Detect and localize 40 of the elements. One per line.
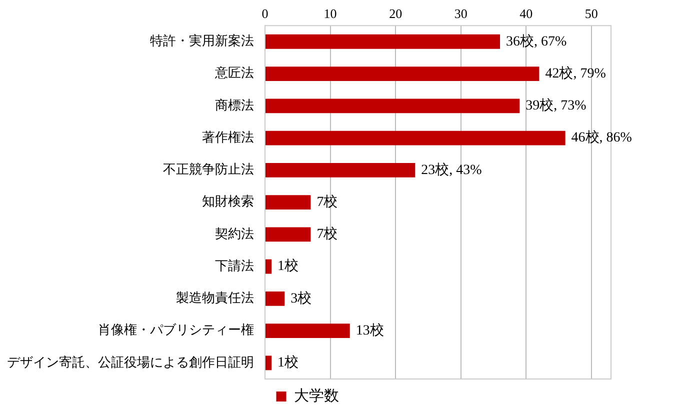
bar <box>266 98 520 114</box>
data-label: 1校 <box>278 354 299 371</box>
bar <box>266 356 272 370</box>
y-tick-label: 下請法 <box>215 258 254 273</box>
bar <box>266 259 272 274</box>
x-tick-label: 40 <box>520 6 533 22</box>
bar <box>266 162 416 178</box>
data-label: 23校, 43% <box>421 162 482 178</box>
bar <box>266 130 566 146</box>
y-tick-label: デザイン寄託、公証役場による創作日証明 <box>7 354 254 370</box>
data-label: 39校, 73% <box>526 98 587 114</box>
data-label: 3校 <box>290 290 312 306</box>
data-label: 42校, 79% <box>545 65 606 82</box>
y-tick-label: 特許・実用新案法 <box>150 33 254 48</box>
y-tick-label: 著作権法 <box>202 129 254 144</box>
bar <box>266 291 285 306</box>
x-tick-label: 10 <box>324 6 337 22</box>
data-label: 1校 <box>278 258 299 274</box>
x-tick-label: 20 <box>389 6 402 22</box>
data-label: 7校 <box>316 194 338 210</box>
y-tick-label: 製造物責任法 <box>176 290 254 306</box>
bar <box>266 66 540 82</box>
data-label: 46校, 86% <box>571 130 632 146</box>
y-tick-label: 知財検索 <box>202 194 254 209</box>
data-label: 36校, 67% <box>506 33 568 50</box>
bar <box>266 227 311 242</box>
bar <box>266 195 311 210</box>
legend-label: 大学数 <box>294 387 339 404</box>
y-tick-label: 商標法 <box>215 97 254 112</box>
y-tick-label: 契約法 <box>215 226 254 241</box>
y-tick-label: 肖像権・パブリシティー権 <box>98 322 254 338</box>
x-tick-label: 30 <box>454 6 468 22</box>
data-label: 7校 <box>316 226 338 242</box>
bar <box>266 324 350 338</box>
y-tick-label: 不正競争防止法 <box>163 162 254 177</box>
bar <box>266 34 500 49</box>
data-label: 13校 <box>356 322 384 338</box>
x-tick-label: 50 <box>584 6 598 22</box>
x-tick-label: 0 <box>262 6 268 22</box>
y-tick-label: 意匠法 <box>214 65 254 80</box>
